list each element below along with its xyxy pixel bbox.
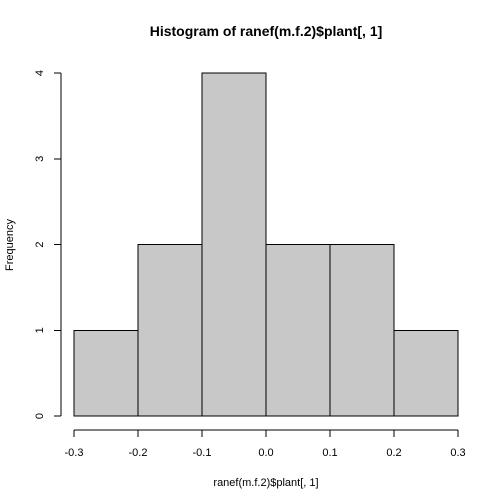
chart-title: Histogram of ranef(m.f.2)$plant[, 1] <box>150 23 383 39</box>
y-tick-label: 3 <box>34 156 46 162</box>
x-tick-label: -0.2 <box>129 447 148 459</box>
histogram-bar <box>201 72 267 417</box>
bars-group <box>73 72 459 417</box>
x-tick-label: -0.3 <box>65 447 84 459</box>
histogram-bar <box>329 244 395 417</box>
histogram-bar <box>73 329 139 417</box>
x-axis-label: ranef(m.f.2)$plant[, 1] <box>213 477 318 489</box>
y-axis: 0 1 2 3 4 <box>34 70 62 419</box>
y-tick-label: 2 <box>34 241 46 247</box>
y-tick-label: 1 <box>34 327 46 333</box>
histogram-bar <box>137 244 203 417</box>
x-tick-label: 0.3 <box>450 447 465 459</box>
y-tick-label: 4 <box>34 70 46 76</box>
y-tick-label: 0 <box>34 413 46 419</box>
x-axis: -0.3 -0.2 -0.1 0.0 0.1 0.2 0.3 <box>65 429 466 459</box>
x-tick-label: 0.0 <box>258 447 273 459</box>
x-tick-label: -0.1 <box>193 447 212 459</box>
x-tick-label: 0.2 <box>386 447 401 459</box>
histogram-bar <box>265 244 331 417</box>
histogram-bar <box>393 329 459 417</box>
y-axis-label: Frequency <box>4 219 16 271</box>
x-tick-label: 0.1 <box>322 447 337 459</box>
